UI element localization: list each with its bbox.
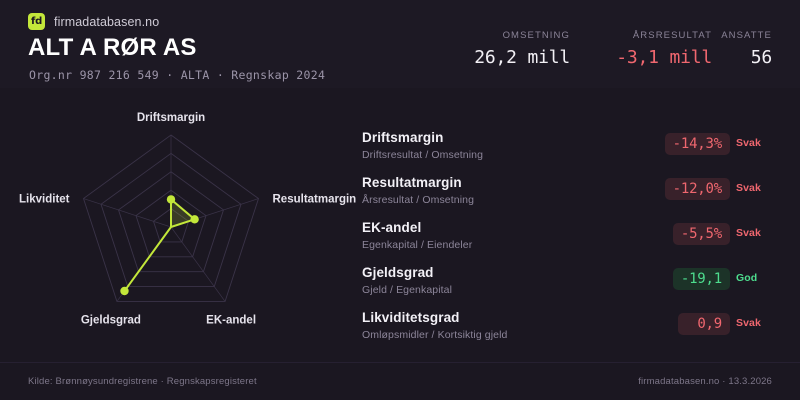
footer-divider bbox=[0, 362, 800, 363]
brand-name: firmadatabasen.no bbox=[54, 14, 160, 29]
metric-value-badge: 0,9 bbox=[678, 313, 730, 335]
brand[interactable]: fd firmadatabasen.no bbox=[28, 13, 159, 30]
kpi-omsetning-value: 26,2 mill bbox=[474, 47, 570, 68]
firmadatabasen-logo-icon: fd bbox=[28, 13, 45, 30]
metric-row-driftsmargin[interactable]: Driftsmargin Driftsresultat / Omsetning … bbox=[362, 130, 782, 171]
kpi-arsresultat: ÅRSRESULTAT -3,1 mill bbox=[616, 30, 712, 68]
metric-rating: Svak bbox=[736, 227, 761, 239]
metric-value-badge: -14,3% bbox=[664, 133, 730, 155]
radar-chart: Driftsmargin Resultatmargin EK-andel Gjelds… bbox=[8, 88, 358, 353]
kpi-omsetning: OMSETNING 26,2 mill bbox=[474, 30, 570, 68]
radar-axis-labels: Driftsmargin Resultatmargin EK-andel Gjelds… bbox=[19, 112, 356, 326]
radar-spoke bbox=[83, 198, 172, 228]
metric-name: Likviditetsgrad bbox=[362, 310, 460, 325]
kpi-ansatte-label: ANSATTE bbox=[721, 30, 772, 41]
radar-axis-label-gjeldsgrad: Gjeldsgrad bbox=[81, 314, 141, 326]
radar-series-points bbox=[120, 195, 199, 296]
metric-list: Driftsmargin Driftsresultat / Omsetning … bbox=[362, 130, 782, 355]
radar-chart-svg: Driftsmargin Resultatmargin EK-andel Gjelds… bbox=[19, 112, 356, 326]
radar-axis-label-resultatmargin: Resultatmargin bbox=[273, 194, 357, 206]
radar-data-point bbox=[120, 286, 129, 296]
kpi-arsresultat-label: ÅRSRESULTAT bbox=[632, 30, 712, 41]
metric-value-badge: -5,5% bbox=[672, 223, 730, 245]
metric-row-likviditetsgrad[interactable]: Likviditetsgrad Omløpsmidler / Kortsikti… bbox=[362, 310, 782, 351]
radar-spoke bbox=[170, 226, 226, 302]
metric-formula: Driftsresultat / Omsetning bbox=[362, 149, 484, 161]
metric-value-badge: -12,0% bbox=[664, 178, 730, 200]
metric-name: Gjeldsgrad bbox=[362, 265, 434, 280]
metric-name: EK-andel bbox=[362, 220, 422, 235]
radar-axis-label-driftsmargin: Driftsmargin bbox=[137, 112, 205, 124]
metric-rating: Svak bbox=[736, 182, 761, 194]
footer-source: Kilde: Brønnøysundregistrene · Regnskaps… bbox=[28, 376, 257, 387]
radar-axis-label-ek-andel: EK-andel bbox=[206, 314, 256, 326]
radar-series-area bbox=[123, 198, 196, 293]
metric-value-badge: -19,1 bbox=[672, 268, 730, 290]
metric-name: Resultatmargin bbox=[362, 175, 462, 190]
radar-data-point bbox=[190, 215, 199, 224]
kpi-arsresultat-value: -3,1 mill bbox=[616, 47, 712, 68]
radar-grid bbox=[82, 134, 260, 302]
metric-rating: God bbox=[736, 272, 758, 284]
radar-ring bbox=[117, 171, 225, 273]
radar-ring bbox=[152, 208, 190, 243]
metric-rating: Svak bbox=[736, 137, 761, 149]
metric-name: Driftsmargin bbox=[362, 130, 444, 145]
metric-formula: Omløpsmidler / Kortsiktig gjeld bbox=[362, 329, 508, 341]
card-header: fd firmadatabasen.no ALT A RØR AS Org.nr… bbox=[0, 0, 800, 88]
kpi-omsetning-label: OMSETNING bbox=[502, 30, 570, 41]
company-meta: Org.nr 987 216 549 · ALTA · Regnskap 202… bbox=[29, 68, 326, 82]
kpi-ansatte: ANSATTE 56 bbox=[721, 30, 772, 68]
metric-row-resultatmargin[interactable]: Resultatmargin Årsresultat / Omsetning -… bbox=[362, 175, 782, 216]
radar-ring bbox=[135, 189, 207, 258]
metric-formula: Egenkapital / Eiendeler bbox=[362, 239, 473, 251]
metric-rating: Svak bbox=[736, 317, 761, 329]
metric-row-gjeldsgrad[interactable]: Gjeldsgrad Gjeld / Egenkapital -19,1 God bbox=[362, 265, 782, 306]
kpi-ansatte-value: 56 bbox=[750, 47, 772, 68]
radar-axis-label-likviditet: Likviditet bbox=[19, 194, 70, 206]
radar-ring bbox=[100, 152, 242, 287]
radar-data-point bbox=[166, 195, 176, 204]
radar-ring bbox=[82, 134, 260, 302]
metric-row-ek-andel[interactable]: EK-andel Egenkapital / Eiendeler -5,5% S… bbox=[362, 220, 782, 261]
metric-formula: Gjeld / Egenkapital bbox=[362, 284, 453, 296]
footer-attribution: firmadatabasen.no · 13.3.2026 bbox=[638, 376, 772, 387]
metric-formula: Årsresultat / Omsetning bbox=[362, 194, 475, 206]
page-title: ALT A RØR AS bbox=[28, 34, 197, 61]
